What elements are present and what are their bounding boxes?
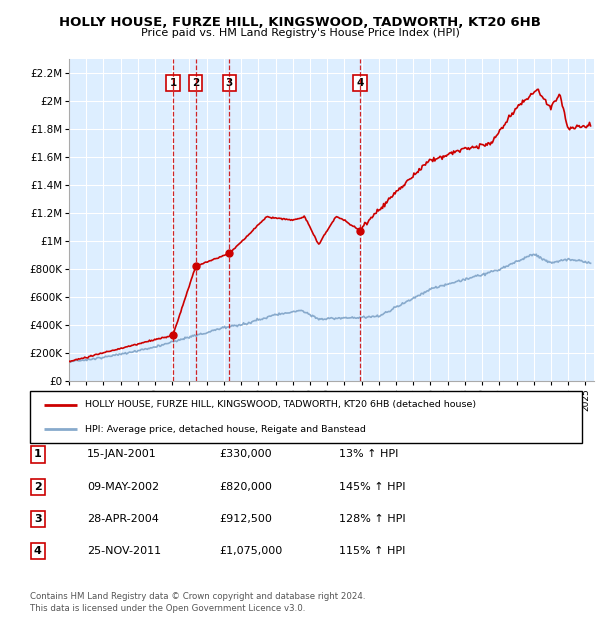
- Text: 25-NOV-2011: 25-NOV-2011: [87, 546, 161, 556]
- Text: £1,075,000: £1,075,000: [219, 546, 282, 556]
- Text: £912,500: £912,500: [219, 514, 272, 524]
- Text: 115% ↑ HPI: 115% ↑ HPI: [339, 546, 406, 556]
- Text: 2: 2: [34, 482, 41, 492]
- Text: This data is licensed under the Open Government Licence v3.0.: This data is licensed under the Open Gov…: [30, 603, 305, 613]
- Text: 09-MAY-2002: 09-MAY-2002: [87, 482, 159, 492]
- Text: HOLLY HOUSE, FURZE HILL, KINGSWOOD, TADWORTH, KT20 6HB: HOLLY HOUSE, FURZE HILL, KINGSWOOD, TADW…: [59, 16, 541, 29]
- Text: Price paid vs. HM Land Registry's House Price Index (HPI): Price paid vs. HM Land Registry's House …: [140, 28, 460, 38]
- Text: £820,000: £820,000: [219, 482, 272, 492]
- Text: £330,000: £330,000: [219, 450, 272, 459]
- Text: 145% ↑ HPI: 145% ↑ HPI: [339, 482, 406, 492]
- Text: 1: 1: [34, 450, 41, 459]
- Text: 28-APR-2004: 28-APR-2004: [87, 514, 159, 524]
- Text: 128% ↑ HPI: 128% ↑ HPI: [339, 514, 406, 524]
- Text: 4: 4: [356, 78, 364, 87]
- Text: 3: 3: [226, 78, 233, 87]
- Text: HPI: Average price, detached house, Reigate and Banstead: HPI: Average price, detached house, Reig…: [85, 425, 366, 433]
- Text: 2: 2: [192, 78, 199, 87]
- Text: 1: 1: [169, 78, 176, 87]
- Text: 15-JAN-2001: 15-JAN-2001: [87, 450, 157, 459]
- Text: 4: 4: [34, 546, 42, 556]
- Text: HOLLY HOUSE, FURZE HILL, KINGSWOOD, TADWORTH, KT20 6HB (detached house): HOLLY HOUSE, FURZE HILL, KINGSWOOD, TADW…: [85, 401, 476, 409]
- Text: Contains HM Land Registry data © Crown copyright and database right 2024.: Contains HM Land Registry data © Crown c…: [30, 592, 365, 601]
- Text: 3: 3: [34, 514, 41, 524]
- Text: 13% ↑ HPI: 13% ↑ HPI: [339, 450, 398, 459]
